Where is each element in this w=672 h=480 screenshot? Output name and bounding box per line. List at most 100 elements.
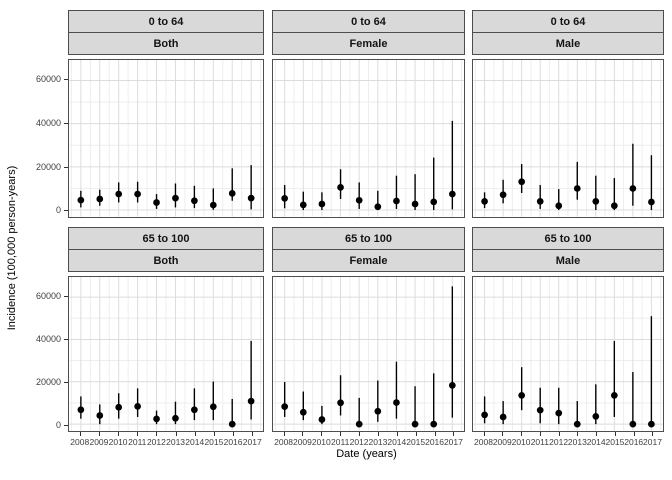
data-point: [115, 403, 123, 411]
x-tick-label: 2013: [368, 436, 388, 447]
x-tick-label: 2009: [492, 436, 512, 447]
x-tick-mark: [340, 431, 342, 436]
x-tick-mark: [434, 431, 436, 436]
data-point: [337, 184, 344, 191]
x-tick-mark: [539, 431, 541, 436]
x-tick-mark: [415, 431, 417, 436]
data-point: [374, 407, 382, 415]
x-tick-label: 2010: [311, 436, 331, 447]
x-tick-label: 2017: [443, 436, 463, 447]
x-tick-mark: [252, 431, 254, 436]
data-point: [518, 178, 526, 186]
x-tick-mark: [283, 431, 285, 436]
data-point: [247, 194, 255, 202]
x-tick-mark: [453, 431, 455, 436]
data-point: [77, 196, 85, 204]
data-point: [191, 406, 198, 414]
facet-strip-sex-female-top: Female: [272, 32, 465, 55]
x-tick-mark: [614, 431, 616, 436]
panel-65to100-female: [272, 276, 465, 432]
data-point: [115, 190, 123, 198]
data-point: [374, 203, 382, 211]
x-tick-label: 2009: [89, 436, 109, 447]
data-point: [228, 190, 236, 197]
x-tick-label: 2008: [474, 436, 493, 447]
y-tick-mark: [64, 338, 68, 340]
data-point: [77, 406, 85, 414]
data-point: [536, 198, 544, 205]
data-point: [318, 416, 326, 423]
y-tick-label: 60000: [35, 74, 61, 85]
x-tick-label: 2016: [425, 436, 445, 447]
data-point: [430, 198, 438, 206]
data-point: [153, 199, 160, 206]
x-tick-label: 2014: [586, 436, 606, 447]
y-tick-mark: [64, 424, 68, 426]
data-point: [610, 202, 618, 210]
data-point: [430, 420, 438, 428]
data-point: [573, 185, 581, 192]
y-tick-label: 40000: [35, 333, 61, 344]
data-point: [355, 420, 363, 428]
data-point: [592, 412, 600, 420]
data-point: [337, 399, 344, 407]
facet-strip-sex-male-bottom: Male: [472, 249, 664, 272]
x-tick-label: 2013: [567, 436, 587, 447]
data-point: [573, 420, 581, 428]
data-point: [247, 397, 255, 405]
data-point: [96, 412, 104, 419]
data-point: [481, 198, 488, 205]
x-tick-mark: [233, 431, 235, 436]
x-tick-mark: [118, 431, 120, 436]
x-tick-mark: [213, 431, 215, 436]
facet-strip-age-65to100-female: 65 to 100: [272, 227, 465, 250]
y-tick-label: 20000: [35, 161, 61, 172]
panel-0to64-female: [272, 59, 465, 218]
facet-strip-sex-both-top: Both: [68, 32, 264, 55]
x-tick-label: 2012: [549, 436, 569, 447]
data-point: [648, 420, 655, 428]
data-point: [153, 415, 160, 423]
facet-strip-sex-both-bottom: Both: [68, 249, 264, 272]
x-tick-label: 2015: [406, 436, 426, 447]
y-tick-mark: [64, 166, 68, 168]
x-tick-label: 2016: [624, 436, 644, 447]
facet-strip-sex-female-bottom: Female: [272, 249, 465, 272]
data-point: [448, 382, 456, 389]
data-point: [393, 399, 400, 406]
x-tick-label: 2008: [274, 436, 294, 447]
x-tick-mark: [137, 431, 139, 436]
x-tick-label: 2011: [331, 436, 350, 447]
data-point: [592, 198, 600, 205]
y-tick-mark: [64, 381, 68, 383]
data-point: [355, 196, 363, 204]
x-tick-label: 2010: [511, 436, 531, 447]
data-point: [96, 195, 104, 203]
data-point: [393, 197, 400, 205]
x-tick-label: 2014: [387, 436, 407, 447]
x-tick-mark: [396, 431, 398, 436]
data-point: [610, 391, 618, 399]
x-tick-mark: [652, 431, 654, 436]
facet-strip-age-0to64-male: 0 to 64: [472, 10, 664, 33]
data-point: [555, 202, 563, 210]
x-tick-mark: [194, 431, 196, 436]
facet-strip-age-0to64-both: 0 to 64: [68, 10, 264, 33]
data-point: [648, 198, 655, 206]
y-tick-mark: [64, 79, 68, 81]
data-point: [209, 201, 217, 209]
data-point: [629, 420, 637, 428]
x-tick-mark: [577, 431, 579, 436]
x-tick-mark: [359, 431, 361, 436]
facet-strip-age-0to64-female: 0 to 64: [272, 10, 465, 33]
x-tick-label: 2015: [204, 436, 224, 447]
data-point: [191, 197, 198, 205]
data-point: [134, 190, 141, 198]
panel-65to100-male: [472, 276, 664, 432]
x-tick-label: 2009: [292, 436, 312, 447]
x-tick-mark: [321, 431, 323, 436]
x-tick-label: 2017: [643, 436, 662, 447]
data-point: [172, 194, 179, 202]
data-point: [499, 191, 507, 199]
